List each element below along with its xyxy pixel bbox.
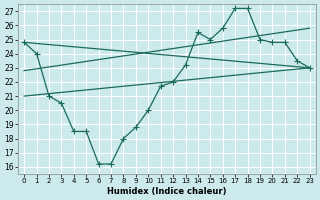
X-axis label: Humidex (Indice chaleur): Humidex (Indice chaleur) [107,187,227,196]
